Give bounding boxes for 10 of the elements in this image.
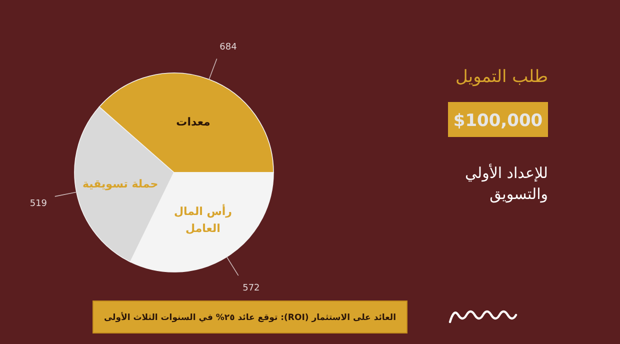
text: طلب التمويل <box>455 67 548 87</box>
slice-label: رأس المال العامل <box>174 204 232 235</box>
data-label: 519 <box>30 199 48 210</box>
slice-label: حملة تسويقية <box>82 177 158 190</box>
text: للإعداد الأولي والتسويق <box>465 163 548 203</box>
data-label: 572 <box>242 283 260 294</box>
text: العائد على الاستثمار (ROI): توقع عائد ٢٥% في السنوات الثلاث الأولى <box>104 311 396 323</box>
data-label: 684 <box>220 42 238 52</box>
slice-label: معدات <box>176 115 210 128</box>
text: $100,000 <box>453 111 543 131</box>
